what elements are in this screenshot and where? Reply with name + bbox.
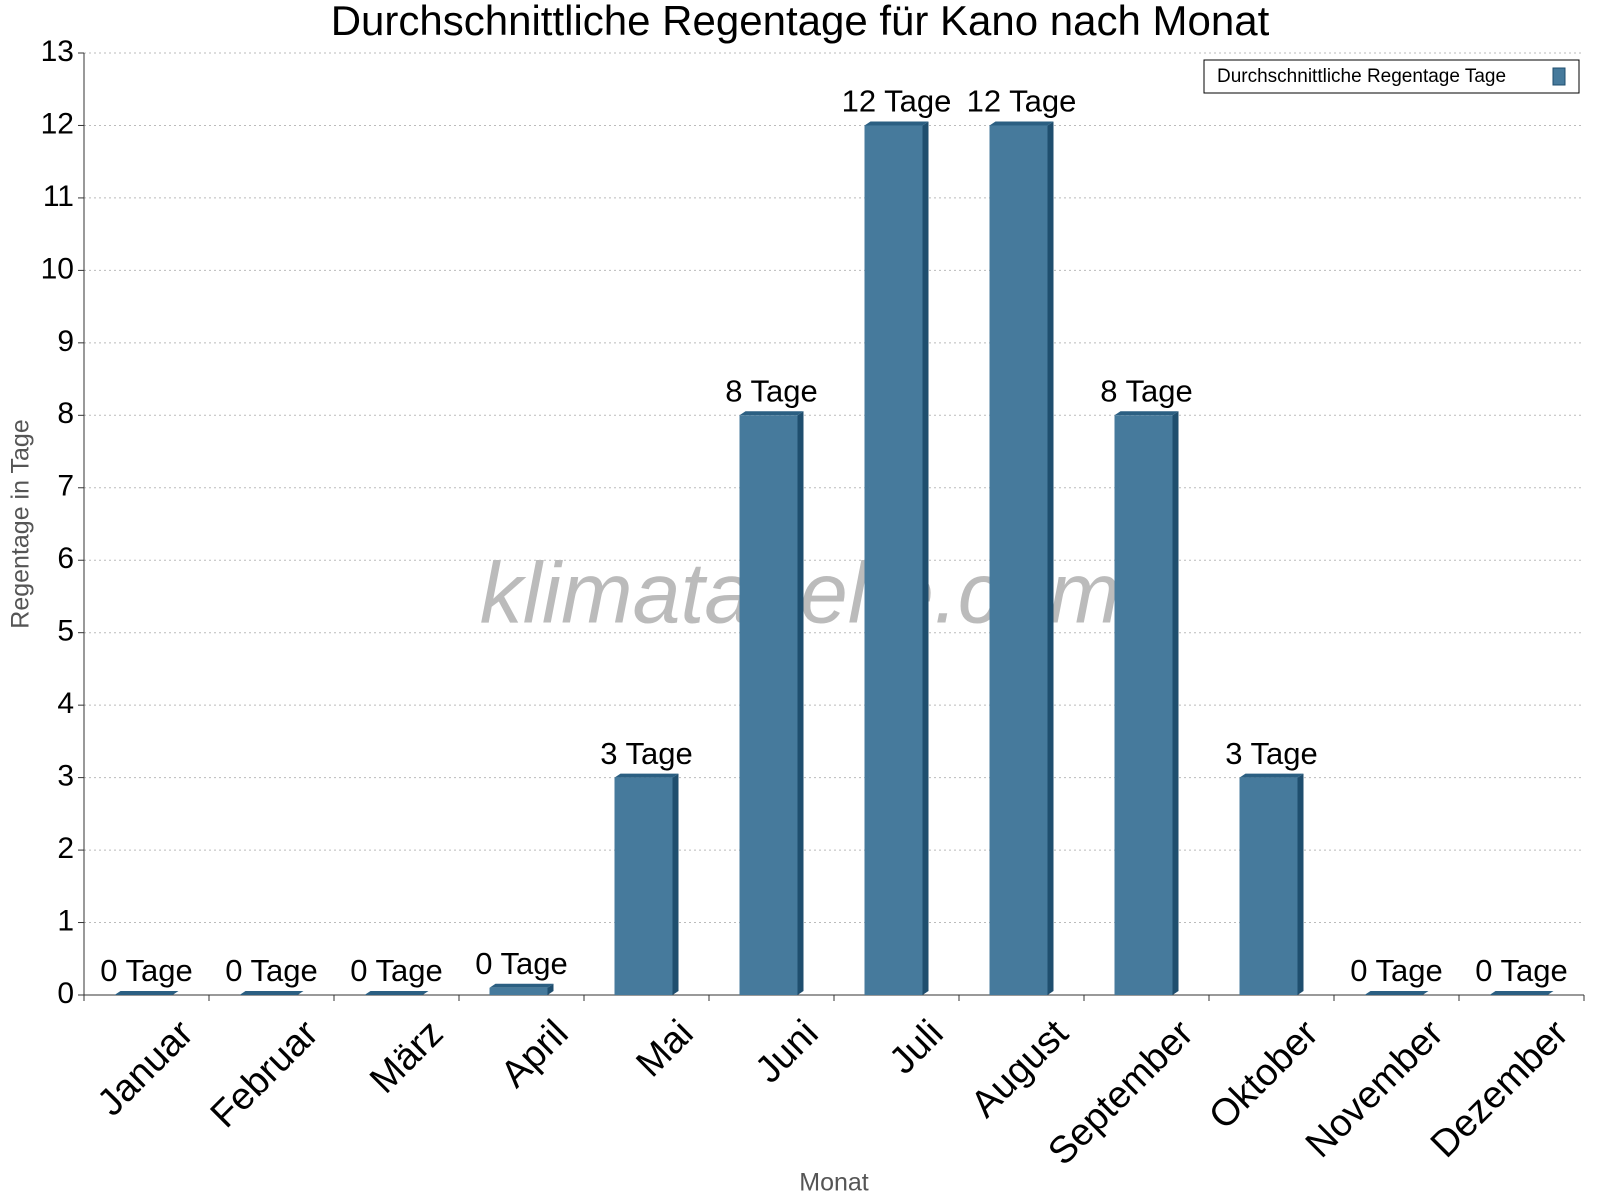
- legend: Durchschnittliche Regentage Tage: [1203, 59, 1580, 94]
- bar-top: [1239, 773, 1304, 778]
- bar-side: [672, 773, 679, 995]
- x-tick-label: Januar: [90, 1012, 202, 1124]
- bar: [739, 415, 798, 995]
- y-axis-title: Regentage in Tage: [7, 419, 35, 628]
- y-tick-label: 8: [57, 397, 74, 430]
- bar-top: [1364, 991, 1429, 995]
- y-tick-label: 5: [57, 615, 74, 648]
- bar-top: [739, 411, 804, 416]
- y-tick-label: 12: [41, 107, 74, 140]
- bar-top: [1114, 411, 1179, 416]
- value-label: 0 Tage: [350, 953, 443, 988]
- x-tick-label: August: [963, 1012, 1077, 1126]
- y-tick-label: 2: [57, 832, 74, 865]
- value-label: 3 Tage: [1225, 736, 1318, 771]
- x-tick-label: Juni: [748, 1012, 827, 1091]
- bar: [489, 987, 548, 995]
- bar-top: [239, 991, 304, 995]
- y-tick-label: 9: [57, 325, 74, 358]
- y-tick-label: 11: [43, 180, 74, 213]
- bar: [864, 125, 923, 995]
- bar-side: [1297, 773, 1304, 995]
- value-label: 8 Tage: [725, 373, 818, 408]
- bar-top: [1489, 991, 1554, 995]
- x-tick-label: Mai: [629, 1012, 702, 1085]
- bar-side: [922, 121, 929, 995]
- y-tick-label: 6: [57, 542, 74, 575]
- value-label: 12 Tage: [842, 84, 952, 119]
- x-tick-label: April: [493, 1012, 576, 1095]
- legend-swatch: [1552, 67, 1566, 86]
- value-label: 0 Tage: [100, 953, 193, 988]
- y-tick-label: 4: [57, 687, 74, 720]
- value-label: 3 Tage: [600, 736, 693, 771]
- x-tick-label: Dezember: [1423, 1012, 1577, 1166]
- y-tick-label: 0: [57, 977, 74, 1010]
- y-tick-label: 10: [41, 252, 74, 285]
- y-tick-label: 3: [57, 760, 74, 793]
- bar-side: [1047, 121, 1054, 995]
- bar-top: [864, 121, 929, 126]
- bar-top: [114, 991, 179, 995]
- x-tick-label: März: [362, 1012, 451, 1101]
- bar-side: [547, 983, 554, 995]
- x-tick-label: Oktober: [1201, 1012, 1327, 1138]
- bar-top: [489, 983, 554, 988]
- bar: [1239, 777, 1298, 995]
- bar-top: [614, 773, 679, 778]
- bar-side: [797, 411, 804, 995]
- legend-box: [1203, 59, 1580, 94]
- chart-title: Durchschnittliche Regentage für Kano nac…: [331, 0, 1270, 44]
- value-label: 0 Tage: [1475, 953, 1568, 988]
- x-axis-title: Monat: [799, 1169, 869, 1197]
- bar: [989, 125, 1048, 995]
- bar: [1114, 415, 1173, 995]
- bar-top: [989, 121, 1054, 126]
- value-label: 12 Tage: [967, 84, 1077, 119]
- value-label: 0 Tage: [1350, 953, 1443, 988]
- bar-top: [364, 991, 429, 995]
- bar-side: [1172, 411, 1179, 995]
- legend-label: Durchschnittliche Regentage Tage: [1217, 66, 1506, 87]
- x-tick-label: Februar: [203, 1012, 327, 1136]
- y-tick-label: 13: [41, 35, 74, 68]
- bar: [614, 777, 673, 995]
- x-tick-label: Juli: [882, 1012, 952, 1082]
- value-label: 0 Tage: [225, 953, 318, 988]
- value-label: 8 Tage: [1100, 373, 1193, 408]
- value-label: 0 Tage: [475, 946, 568, 981]
- y-tick-label: 1: [57, 904, 74, 937]
- y-tick-label: 7: [57, 470, 74, 503]
